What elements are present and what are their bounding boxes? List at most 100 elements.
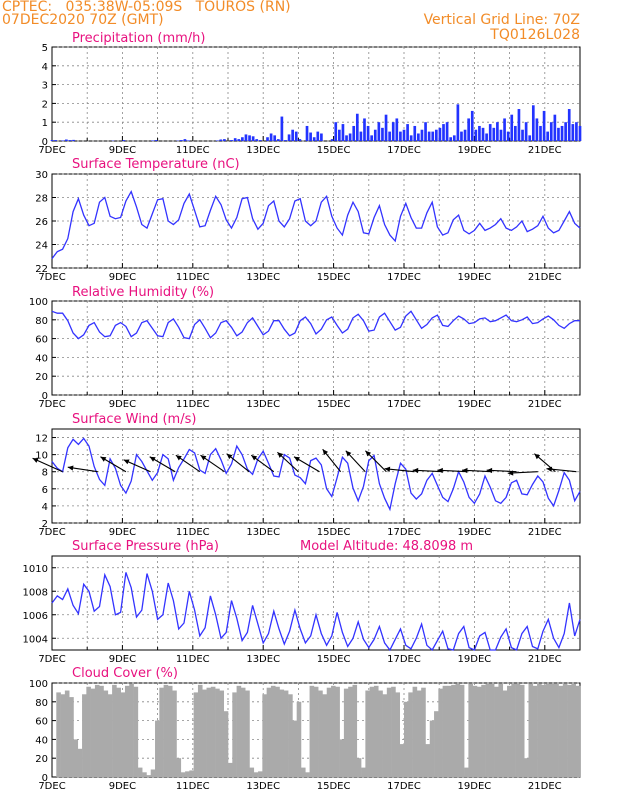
panel-6-cloud-bar [99, 685, 104, 777]
panel-1-bar [402, 129, 406, 141]
panel-6-ytick-label: 80 [35, 698, 48, 709]
panel-1-bar [460, 131, 463, 141]
panel-6-cloud-bar [369, 686, 375, 777]
panel-6-cloud-bar [515, 683, 521, 777]
panel-6-cloud-bar [519, 684, 525, 777]
panel-6-cloud-bar [481, 684, 486, 777]
panel-6-cloud-bar [498, 683, 504, 777]
panel-6-cloud-bar [90, 688, 96, 777]
panel-2-ytick-label: 24 [35, 241, 48, 252]
panel-2-xtick-label: 9DEC [109, 272, 136, 283]
panel-1-bar [528, 135, 532, 141]
panel-6-cloud-bar [60, 694, 66, 777]
panel-6-cloud-bar [129, 683, 134, 777]
panel-1-xtick-label: 9DEC [109, 145, 136, 156]
panel-6-cloud-bar [155, 720, 160, 777]
panel-1-bar [409, 135, 413, 141]
panel-6-ytick-label: 100 [29, 679, 48, 690]
panel-5-line [51, 572, 581, 652]
panel-1-bar [370, 135, 374, 141]
panel-1-xtick-label: 21DEC [528, 145, 562, 156]
panel-1-bar [496, 122, 499, 141]
panel-1-bar [481, 127, 485, 141]
panel-5-xtick-label: 9DEC [109, 654, 136, 665]
panel-6-cloud-bar [386, 687, 392, 777]
panel-1-bar [381, 127, 384, 141]
panel-4-wind-arrowhead [437, 467, 443, 474]
panel-6-cloud-bar [249, 767, 255, 777]
panel-2-line [51, 190, 581, 259]
panel-1-bar [363, 118, 366, 141]
panel-1-bar [187, 140, 190, 141]
panel-2-xtick-label: 17DEC [387, 272, 421, 283]
panel-4-wind-arrowhead [384, 466, 391, 472]
panel-6-cloud-bar [223, 711, 229, 777]
panel-6-cloud-bar [124, 685, 130, 777]
panel-6-cloud-bar [150, 769, 156, 777]
panel-1-bar [557, 127, 560, 141]
panel-2-xtick-label: 19DEC [458, 272, 492, 283]
panel-6-cloud-bar [494, 686, 499, 777]
panel-1-bar [449, 137, 453, 141]
panel-1-xtick-label: 15DEC [317, 145, 351, 156]
panel-1-bar [542, 110, 546, 141]
panel-4-wind-arrowhead [149, 456, 156, 462]
panel-6-cloud-bar [107, 694, 113, 777]
panel-1-bar [506, 131, 510, 141]
panel-6-cloud-bar [210, 686, 216, 777]
panel-4-ytick-label: 4 [42, 502, 48, 513]
panel-5-xtick-label: 19DEC [458, 654, 492, 665]
panel-6-cloud-bar [73, 739, 79, 777]
panel-4-xtick-label: 11DEC [176, 527, 210, 538]
panel-1-bar [294, 131, 298, 141]
panel-1-bar [478, 125, 481, 141]
panel-6-cloud-bar [335, 686, 340, 777]
panel-6-cloud-bar [232, 692, 237, 777]
panel-6-cloud-bar [240, 687, 246, 777]
panel-6-cloud-bar [567, 684, 572, 777]
panel-1-bar [273, 135, 277, 141]
panel-1-bar [384, 114, 388, 141]
panel-3-xtick-label: 7DEC [38, 399, 65, 410]
panel-4-xtick-label: 21DEC [528, 527, 562, 538]
panel-6-cloud-bar [438, 688, 443, 777]
panel-5-subtitle: Model Altitude: 48.8098 m [300, 539, 473, 554]
panel-1-bar [241, 137, 244, 141]
panel-1-bar [539, 125, 542, 141]
panel-1-bar [348, 133, 352, 141]
panel-1-ytick-label: 0 [42, 137, 48, 148]
panel-2-xtick-label: 13DEC [246, 272, 280, 283]
panel-6-cloud-bar [326, 687, 332, 777]
panel-1-bar [499, 129, 503, 141]
panel-1-bar [377, 122, 381, 141]
panel-6-cloud-bar [541, 684, 546, 777]
panel-6-cloud-bar [266, 687, 272, 777]
panel-4-wind-arrowhead [486, 467, 493, 474]
panel-6-cloud-bar [331, 685, 336, 777]
panel-3-xtick-label: 19DEC [458, 399, 492, 410]
panel-6-cloud-bar [404, 701, 409, 777]
panel-6-cloud-bar [77, 748, 83, 777]
panel-1-bar [549, 122, 553, 141]
panel-6-cloud-bar [292, 720, 297, 777]
panel-6-cloud-bar [489, 683, 495, 777]
panel-1-bar [510, 114, 514, 141]
panel-1-bar [61, 140, 65, 141]
panel-2-title: Surface Temperature (nC) [72, 157, 240, 172]
panel-6-cloud-bar [185, 771, 190, 777]
panel-1-bar [546, 131, 550, 141]
panel-6-cloud-bar [305, 772, 310, 777]
panel-4-frame [51, 428, 581, 524]
panel-5-ytick-label: 1008 [23, 587, 48, 598]
panel-2-ytick-label: 28 [35, 194, 48, 205]
panel-1-ytick-label: 2 [42, 99, 48, 110]
panel-6-cloud-bar [476, 686, 482, 777]
panel-1-bar [488, 124, 492, 141]
panel-4-wind-arrowhead [67, 465, 74, 471]
panel-1-bar [312, 137, 316, 141]
panel-4-ytick-label: 2 [42, 519, 48, 530]
panel-6-cloud-bar [532, 685, 538, 777]
panel-1-bar [355, 113, 359, 141]
panel-1-bar [50, 140, 54, 141]
